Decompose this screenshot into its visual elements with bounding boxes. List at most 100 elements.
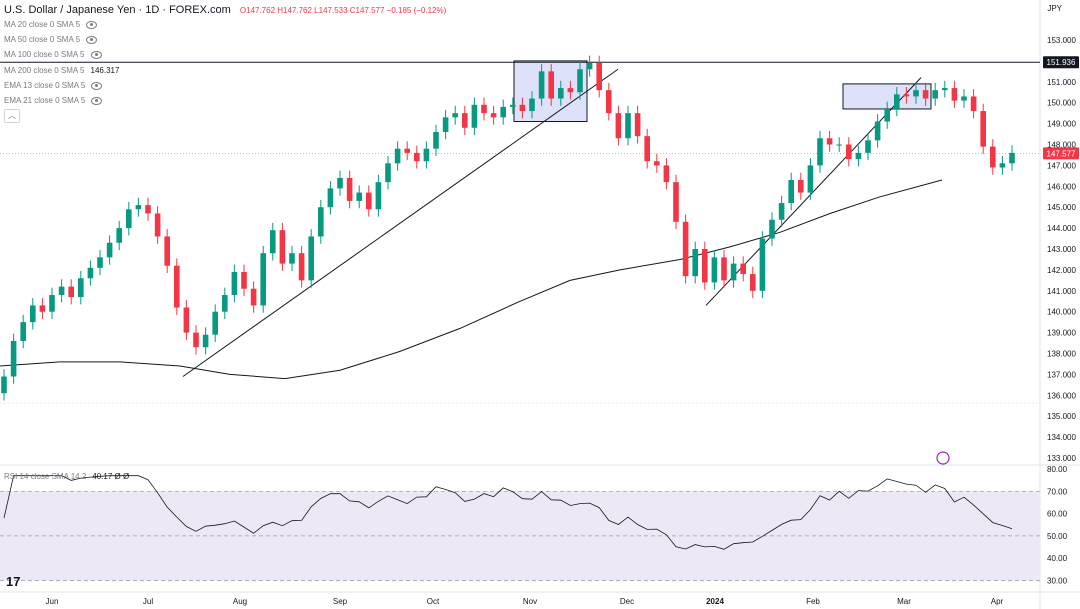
y-tick-label: 150.000 xyxy=(1047,99,1076,108)
candle-body xyxy=(106,242,113,258)
y-tick-label: 138.000 xyxy=(1047,350,1076,359)
candle-body xyxy=(481,104,487,114)
candle-body xyxy=(250,288,257,306)
collapse-legend-button[interactable]: ︿ xyxy=(4,109,20,123)
candle-body xyxy=(78,278,84,298)
candle-body xyxy=(874,121,881,141)
indicator-ema13[interactable]: EMA 13 close 0 SMA 5 xyxy=(4,81,103,90)
candle-body xyxy=(730,263,737,281)
candle-body xyxy=(270,230,276,254)
candle-body xyxy=(625,113,631,139)
candle-body xyxy=(788,180,794,204)
indicator-ma50[interactable]: MA 50 close 0 SMA 5 xyxy=(4,35,98,44)
indicator-ma20[interactable]: MA 20 close 0 SMA 5 xyxy=(4,20,98,29)
symbol-header: U.S. Dollar / Japanese Yen · 1D · FOREX.… xyxy=(4,4,446,16)
candle-body xyxy=(145,205,151,214)
eye-off-icon[interactable] xyxy=(86,20,98,29)
indicator-ma100[interactable]: MA 100 close 0 SMA 5 xyxy=(4,50,102,59)
candle-body xyxy=(596,62,602,91)
candle-body xyxy=(385,163,391,183)
candle-body xyxy=(135,205,142,210)
candle-body xyxy=(289,253,295,264)
candle-body xyxy=(692,249,698,277)
y-tick-label: 151.000 xyxy=(1047,78,1076,87)
tradingview-logo: 17 xyxy=(6,574,21,589)
eye-off-icon[interactable] xyxy=(91,96,103,105)
candle-body xyxy=(375,182,382,210)
candle-body xyxy=(298,253,305,281)
x-tick-label: 2024 xyxy=(706,597,724,606)
candle-body xyxy=(932,90,938,99)
candle-body xyxy=(606,90,612,114)
y-tick-label: 146.000 xyxy=(1047,182,1076,191)
candle-body xyxy=(721,257,727,281)
x-tick-label: Apr xyxy=(991,597,1004,606)
candle-body xyxy=(548,71,554,99)
indicator-ema21[interactable]: EMA 21 close 0 SMA 5 xyxy=(4,96,103,105)
rsi-legend[interactable]: RSI 14 close SMA 14 2 40.17 Ø Ø xyxy=(4,472,130,481)
candle-body xyxy=(951,88,958,101)
candle-body xyxy=(231,271,238,295)
y-tick-label: 141.000 xyxy=(1047,287,1076,296)
y-tick-label: 136.000 xyxy=(1047,391,1076,400)
candle-body xyxy=(462,113,468,128)
candle-body xyxy=(778,203,785,220)
rsi-tick-label: 60.00 xyxy=(1047,510,1068,519)
candle-body xyxy=(1,376,7,394)
y-tick-label: 153.000 xyxy=(1047,36,1076,45)
x-tick-label: Jul xyxy=(143,597,153,606)
candle-body xyxy=(500,106,506,118)
candle-body xyxy=(567,88,574,93)
eye-off-icon[interactable] xyxy=(91,81,103,90)
candle-body xyxy=(529,98,535,112)
candle-body xyxy=(836,144,842,146)
candle-body xyxy=(366,192,372,210)
candle-body xyxy=(654,161,660,166)
candle-body xyxy=(174,265,180,308)
rsi-tick-label: 30.00 xyxy=(1047,577,1068,586)
x-tick-label: Jun xyxy=(46,597,59,606)
candle-body xyxy=(452,113,458,118)
candle-body xyxy=(990,146,996,168)
ohlc-readout: O147.762 H147.762 L147.533 C147.577 −0.1… xyxy=(239,6,447,15)
rsi-line xyxy=(3,475,1013,550)
x-tick-label: Oct xyxy=(427,597,440,606)
candle-body xyxy=(20,322,26,341)
y-tick-label: 135.000 xyxy=(1047,412,1076,421)
candle-body xyxy=(634,113,641,137)
x-tick-label: Feb xyxy=(806,597,820,606)
candle-body xyxy=(318,207,324,237)
x-tick-label: Dec xyxy=(620,597,634,606)
x-tick-label: Aug xyxy=(233,597,247,606)
candle-body xyxy=(510,104,516,107)
candle-body xyxy=(980,111,986,147)
candle-body xyxy=(682,221,689,277)
candle-body xyxy=(433,131,439,149)
candle-body xyxy=(30,305,36,323)
y-tick-label: 148.000 xyxy=(1047,141,1076,150)
candle-body xyxy=(356,192,362,201)
candle-body xyxy=(241,271,247,289)
candle-body xyxy=(58,286,65,295)
candle-body xyxy=(538,71,545,99)
x-tick-label: Sep xyxy=(333,597,348,606)
y-tick-label: 140.000 xyxy=(1047,308,1076,317)
candle-body xyxy=(346,177,353,201)
candle-body xyxy=(442,117,449,132)
trendline xyxy=(182,68,619,377)
candle-body xyxy=(558,88,564,99)
candle-body xyxy=(490,113,497,118)
eye-off-icon[interactable] xyxy=(90,50,102,59)
last-price-label: 147.577 xyxy=(1047,149,1076,158)
eye-off-icon[interactable] xyxy=(86,35,98,44)
resistance-tag xyxy=(1043,56,1079,69)
candle-body xyxy=(394,148,401,164)
candle-body xyxy=(471,104,478,128)
x-tick-label: Nov xyxy=(523,597,537,606)
candle-body xyxy=(970,96,977,112)
candle-body xyxy=(615,113,622,139)
candle-body xyxy=(807,165,814,193)
y-tick-label: 147.000 xyxy=(1047,161,1076,170)
indicator-ma200[interactable]: MA 200 close 0 SMA 5 146.317 xyxy=(4,66,120,75)
